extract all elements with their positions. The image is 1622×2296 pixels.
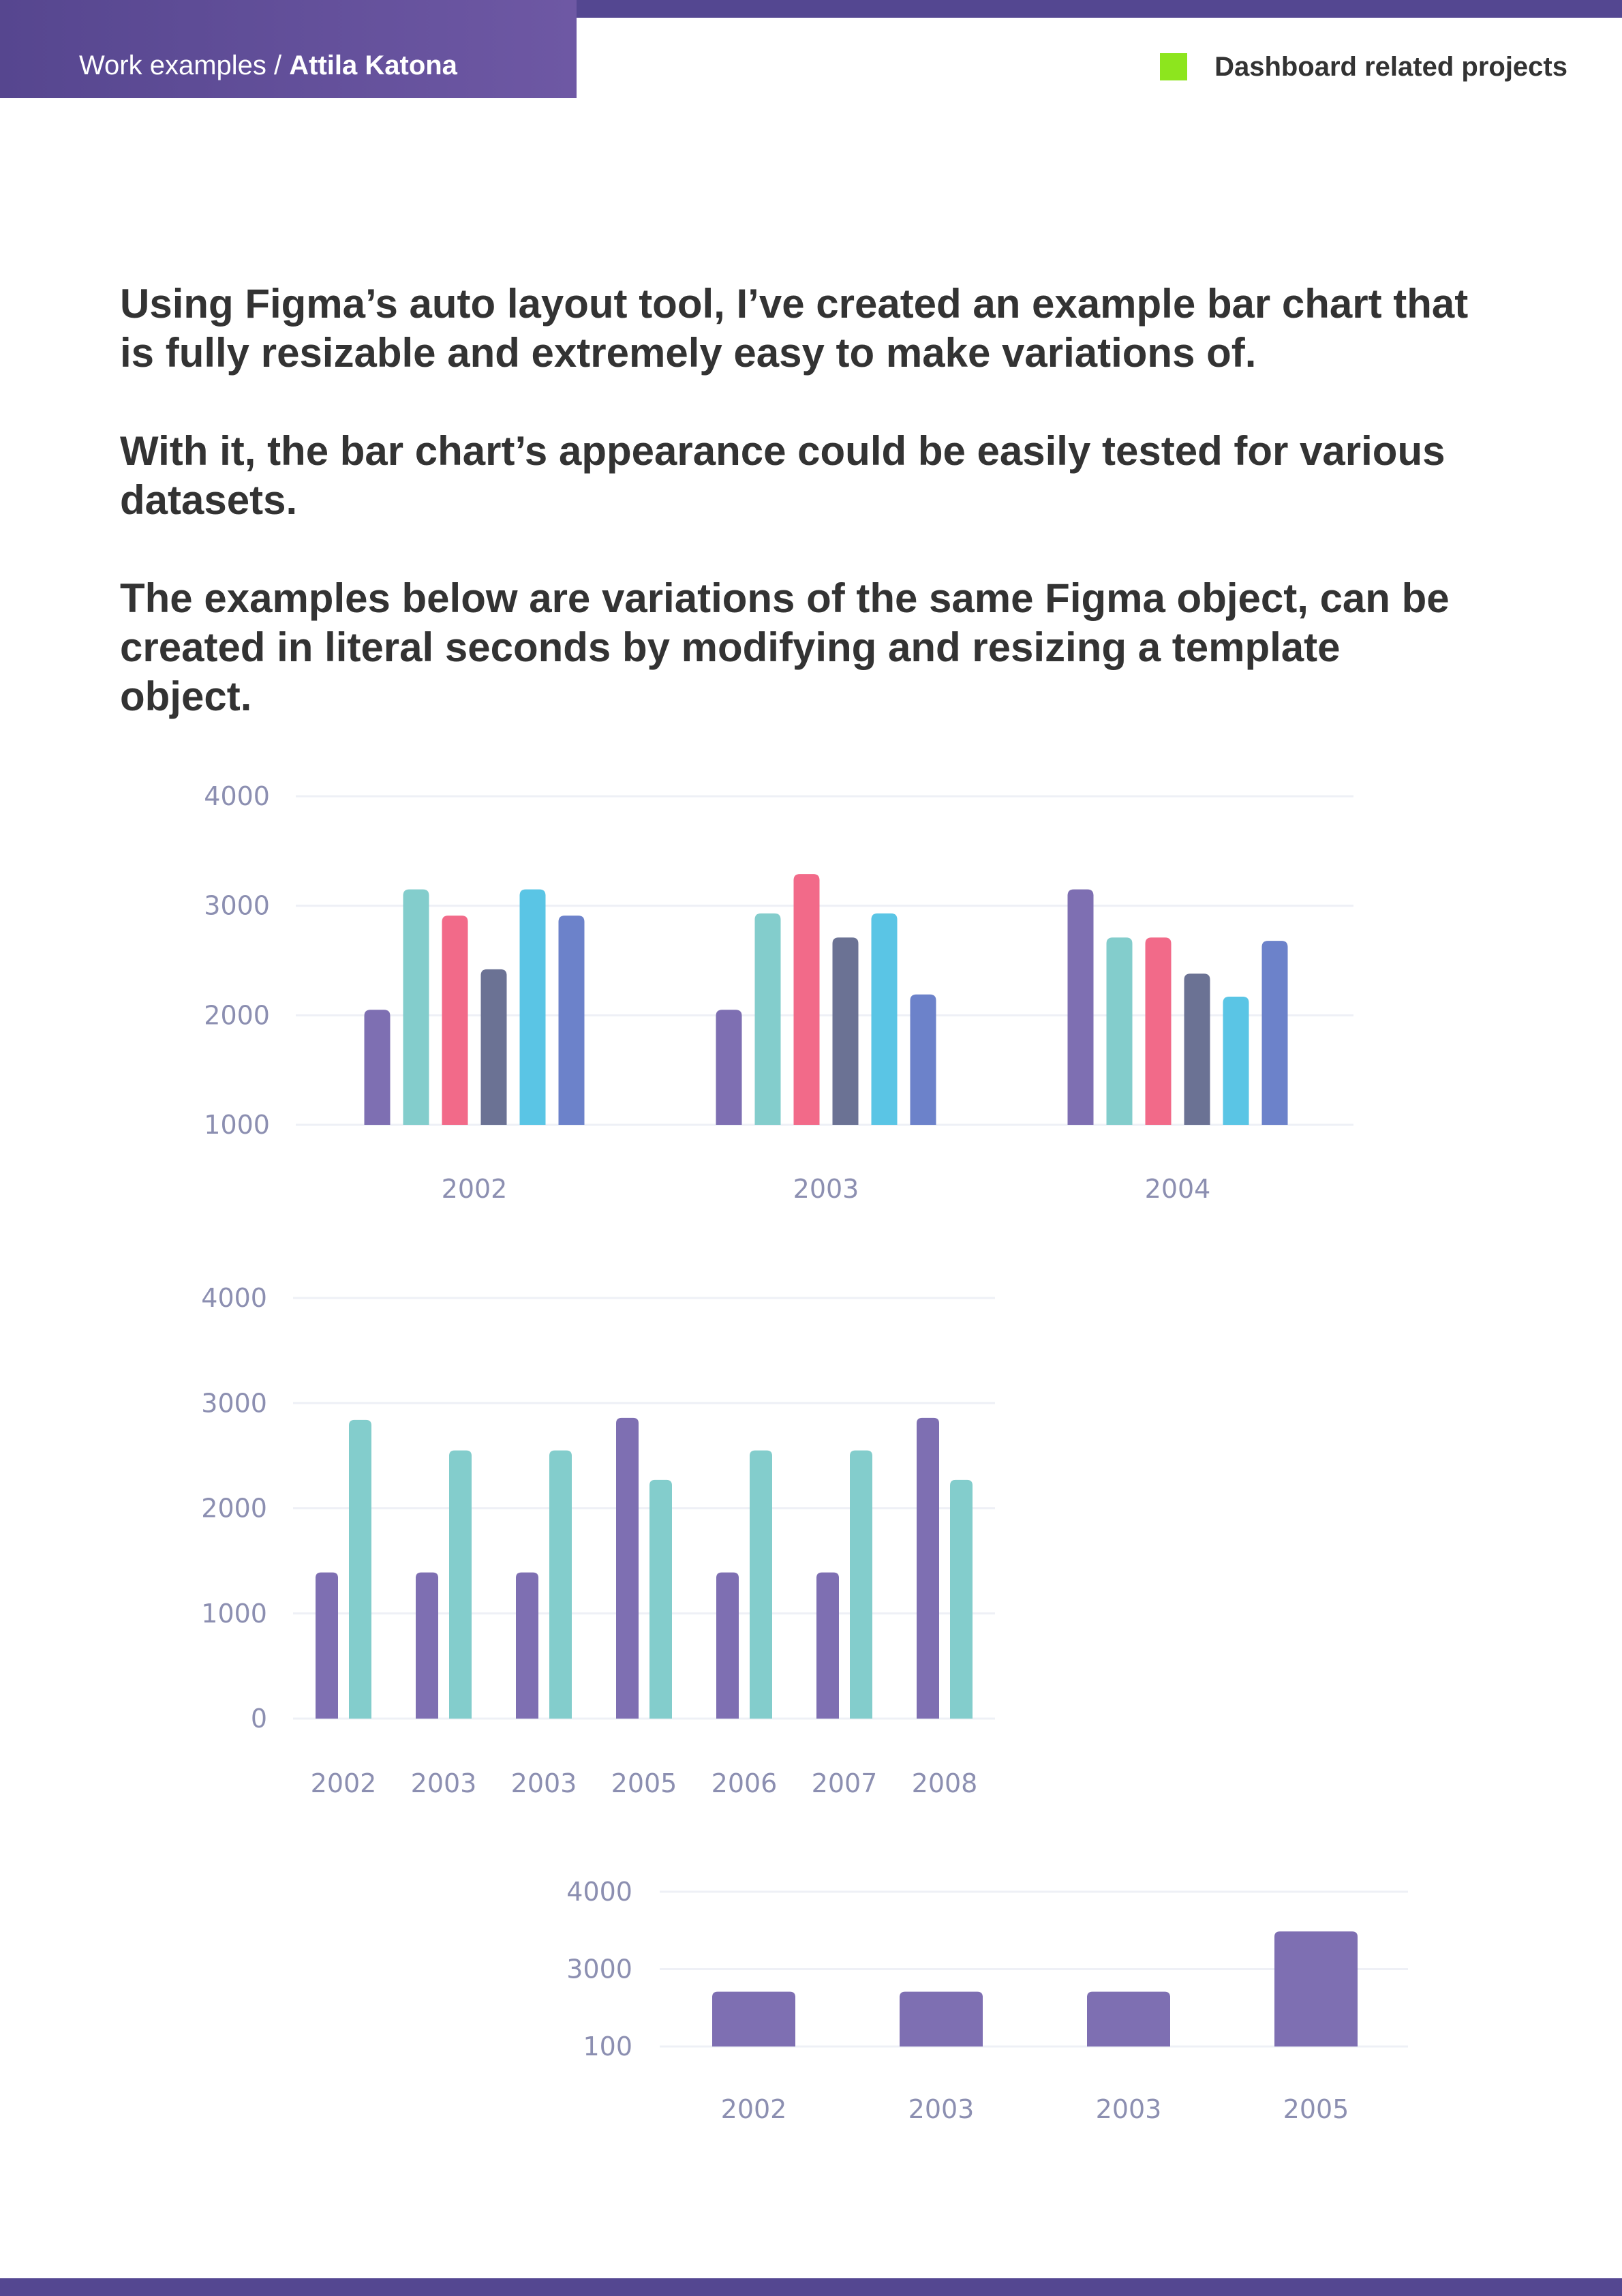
intro-paragraph-1: Using Figma’s auto layout tool, I’ve cre… bbox=[120, 281, 1469, 376]
bottom-accent-bar bbox=[0, 2278, 1622, 2296]
x-tick-label: 2005 bbox=[1283, 2094, 1349, 2124]
bar bbox=[316, 1572, 338, 1719]
bar bbox=[649, 1479, 672, 1719]
bar bbox=[910, 994, 936, 1125]
x-tick-label: 2002 bbox=[311, 1768, 377, 1798]
breadcrumb-author[interactable]: Attila Katona bbox=[289, 50, 457, 80]
bar bbox=[1261, 941, 1288, 1125]
bar bbox=[416, 1572, 438, 1719]
y-tick-label: 3000 bbox=[201, 1388, 267, 1418]
y-tick-label: 4000 bbox=[566, 1877, 632, 1907]
bar bbox=[793, 874, 820, 1125]
y-tick-label: 4000 bbox=[204, 781, 270, 811]
bar bbox=[1223, 997, 1249, 1125]
bar bbox=[349, 1419, 371, 1719]
bar bbox=[364, 1010, 391, 1125]
y-tick-label: 3000 bbox=[566, 1954, 632, 1984]
category-legend: Dashboard related projects bbox=[1160, 49, 1567, 85]
bar bbox=[449, 1450, 472, 1719]
bar bbox=[917, 1417, 939, 1719]
y-tick-label: 2000 bbox=[201, 1494, 267, 1524]
y-tick-label: 3000 bbox=[204, 891, 270, 921]
x-tick-label: 2003 bbox=[793, 1174, 859, 1204]
y-tick-label: 2000 bbox=[204, 1000, 270, 1030]
bar bbox=[716, 1572, 739, 1719]
x-tick-label: 2003 bbox=[1096, 2094, 1162, 2124]
breadcrumb-section[interactable]: Work examples / bbox=[79, 50, 290, 80]
breadcrumb: Work examples / Attila Katona bbox=[79, 48, 457, 83]
bar bbox=[1106, 937, 1133, 1125]
bar bbox=[1184, 973, 1210, 1125]
bar bbox=[950, 1479, 973, 1719]
bar bbox=[1274, 1931, 1358, 2046]
y-tick-label: 4000 bbox=[201, 1283, 267, 1313]
x-tick-label: 2004 bbox=[1145, 1174, 1211, 1204]
header-tab: Work examples / Attila Katona bbox=[0, 0, 577, 98]
x-tick-label: 2007 bbox=[812, 1768, 878, 1798]
x-tick-label: 2008 bbox=[912, 1768, 978, 1798]
bar bbox=[558, 916, 585, 1125]
bar bbox=[754, 913, 781, 1125]
x-tick-label: 2006 bbox=[711, 1768, 778, 1798]
bar bbox=[1087, 1991, 1170, 2046]
bar bbox=[832, 937, 859, 1125]
x-tick-label: 2003 bbox=[511, 1768, 577, 1798]
bar bbox=[816, 1572, 839, 1719]
y-tick-label: 100 bbox=[583, 2031, 632, 2061]
bar bbox=[516, 1572, 538, 1719]
bar bbox=[716, 1010, 742, 1125]
bar bbox=[712, 1991, 795, 2046]
category-swatch-icon bbox=[1160, 53, 1188, 80]
bar bbox=[750, 1450, 772, 1719]
x-tick-label: 2003 bbox=[908, 2094, 975, 2124]
bar bbox=[403, 889, 429, 1125]
intro-text: Using Figma’s auto layout tool, I’ve cre… bbox=[120, 280, 1483, 770]
bar bbox=[442, 916, 468, 1125]
x-tick-label: 2002 bbox=[721, 2094, 787, 2124]
bar bbox=[1067, 889, 1094, 1125]
bar bbox=[616, 1417, 639, 1719]
x-tick-label: 2002 bbox=[442, 1174, 508, 1204]
category-label: Dashboard related projects bbox=[1214, 51, 1567, 82]
intro-paragraph-2: With it, the bar chart’s appearance coul… bbox=[120, 428, 1445, 523]
bar bbox=[871, 913, 898, 1125]
bar bbox=[900, 1991, 983, 2046]
bar bbox=[480, 969, 507, 1125]
bar bbox=[850, 1450, 872, 1719]
bar bbox=[1145, 937, 1172, 1125]
bar bbox=[549, 1450, 572, 1719]
x-tick-label: 2005 bbox=[611, 1768, 677, 1798]
y-tick-label: 1000 bbox=[201, 1599, 267, 1629]
y-tick-label: 0 bbox=[251, 1704, 267, 1734]
x-tick-label: 2003 bbox=[411, 1768, 477, 1798]
y-tick-label: 1000 bbox=[204, 1110, 270, 1140]
intro-paragraph-3: The examples below are variations of the… bbox=[120, 575, 1450, 719]
bar bbox=[519, 889, 546, 1125]
